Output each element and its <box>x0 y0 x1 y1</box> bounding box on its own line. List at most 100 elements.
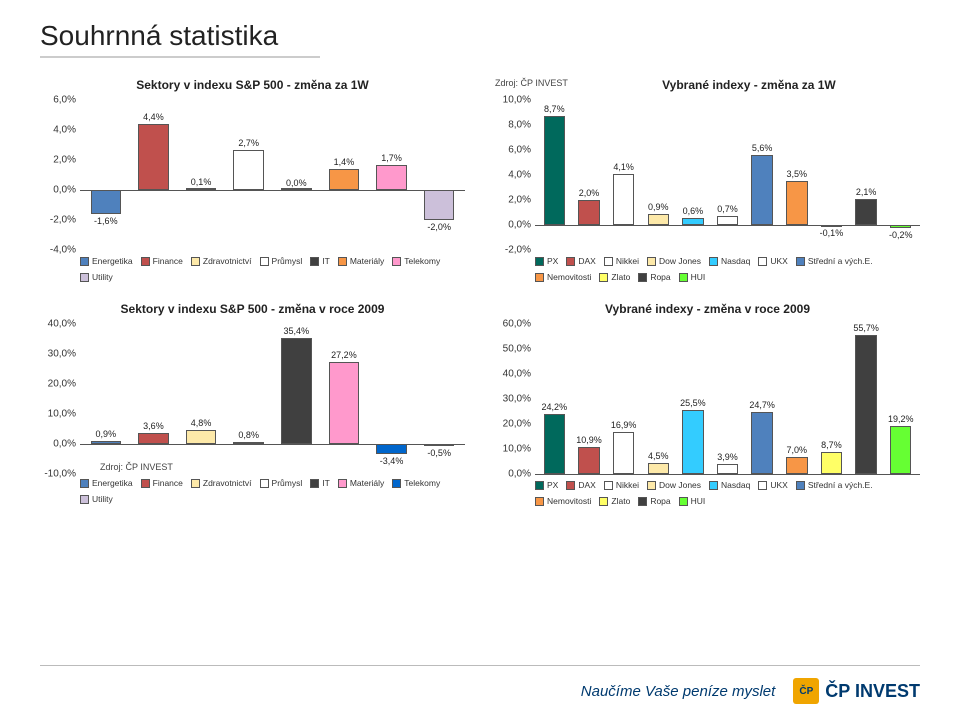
bar-value-label: 2,0% <box>579 188 600 198</box>
legend-swatch <box>310 479 319 488</box>
bar-value-label: 0,1% <box>191 177 212 187</box>
legend-item: Telekomy <box>392 256 440 266</box>
y-tick-label: 4,0% <box>508 170 531 181</box>
bar-slot: 1,4% <box>322 100 366 250</box>
legend-swatch <box>638 497 647 506</box>
bar-slot: -0,1% <box>816 100 847 250</box>
legend-item: UKX <box>758 256 787 266</box>
y-tick-label: 6,0% <box>508 145 531 156</box>
legend-item: Střední a vých.E. <box>796 256 873 266</box>
legend-item: Energetika <box>80 256 133 266</box>
legend-item: Materiály <box>338 478 384 488</box>
legend-item: Ropa <box>638 272 670 282</box>
legend-swatch <box>80 257 89 266</box>
bar <box>682 218 703 226</box>
legend-item: PX <box>535 480 558 490</box>
bar-slot: 0,0% <box>275 100 319 250</box>
bar <box>648 463 669 474</box>
legend-swatch <box>796 257 805 266</box>
chart1-legend: EnergetikaFinanceZdravotnictvíPrůmyslITM… <box>80 256 465 282</box>
bar <box>376 165 407 191</box>
bar <box>751 412 772 474</box>
y-tick-label: 30,0% <box>48 349 76 360</box>
legend-item: Průmysl <box>260 256 303 266</box>
bar-value-label: 8,7% <box>821 440 842 450</box>
y-tick-label: 8,0% <box>508 120 531 131</box>
bar-value-label: 4,1% <box>613 162 634 172</box>
legend-item: Zlato <box>599 272 630 282</box>
bar-value-label: 0,9% <box>96 429 117 439</box>
legend-label: Zlato <box>611 496 630 506</box>
legend-swatch <box>647 257 656 266</box>
legend-swatch <box>638 273 647 282</box>
chart1-plot: 6,0%4,0%2,0%0,0%-2,0%-4,0% -1,6%4,4%0,1%… <box>80 100 465 250</box>
bar <box>376 444 407 454</box>
legend-label: Průmysl <box>272 478 303 488</box>
legend-label: Finance <box>153 256 183 266</box>
legend-label: Materiály <box>350 478 384 488</box>
footer-divider <box>40 665 920 666</box>
legend-item: DAX <box>566 256 595 266</box>
y-tick-label: 40,0% <box>503 369 531 380</box>
legend-swatch <box>679 273 688 282</box>
bar-slot: 2,1% <box>851 100 882 250</box>
legend-swatch <box>260 257 269 266</box>
y-tick-label: 10,0% <box>48 409 76 420</box>
y-tick-label: 50,0% <box>503 344 531 355</box>
chart2: Zdroj: ČP INVEST Vybrané indexy - změna … <box>495 78 920 282</box>
bar-value-label: 35,4% <box>284 326 310 336</box>
legend-item: Nasdaq <box>709 480 750 490</box>
bar <box>329 169 360 190</box>
bar <box>890 426 911 474</box>
row-1: Sektory v indexu S&P 500 - změna za 1W 6… <box>40 78 920 282</box>
legend-label: Dow Jones <box>659 256 701 266</box>
chart4-legend: PXDAXNikkeiDow JonesNasdaqUKXStřední a v… <box>535 480 920 506</box>
bar-slot: 0,9% <box>84 324 128 474</box>
bar-value-label: 0,6% <box>683 206 704 216</box>
bar-value-label: 3,9% <box>717 452 738 462</box>
legend-swatch <box>141 479 150 488</box>
legend-swatch <box>392 479 401 488</box>
bar-slot: 24,2% <box>539 324 570 474</box>
legend-label: Průmysl <box>272 256 303 266</box>
legend-label: Střední a vých.E. <box>808 480 873 490</box>
bar-value-label: 10,9% <box>576 435 602 445</box>
legend-item: Telekomy <box>392 478 440 488</box>
legend-item: Nikkei <box>604 480 639 490</box>
legend-item: Nasdaq <box>709 256 750 266</box>
y-tick-label: 0,0% <box>53 439 76 450</box>
bar <box>786 457 807 475</box>
bar <box>613 174 634 225</box>
bar <box>855 199 876 225</box>
legend-item: Dow Jones <box>647 480 701 490</box>
chart1-title: Sektory v indexu S&P 500 - změna za 1W <box>40 78 465 92</box>
legend-label: Nikkei <box>616 480 639 490</box>
legend-swatch <box>566 481 575 490</box>
bar-value-label: 0,9% <box>648 202 669 212</box>
legend-swatch <box>260 479 269 488</box>
bar-value-label: 8,7% <box>544 104 565 114</box>
legend-item: Energetika <box>80 478 133 488</box>
legend-swatch <box>599 497 608 506</box>
bar-slot: 10,9% <box>574 324 605 474</box>
legend-label: Nemovitosti <box>547 496 591 506</box>
y-tick-label: 20,0% <box>503 419 531 430</box>
chart2-plot: 10,0%8,0%6,0%4,0%2,0%0,0%-2,0% 8,7%2,0%4… <box>535 100 920 250</box>
legend-swatch <box>338 479 347 488</box>
legend-swatch <box>535 273 544 282</box>
bar <box>544 116 565 225</box>
bar-value-label: 2,7% <box>238 138 259 148</box>
bar <box>751 155 772 225</box>
bar-value-label: 0,7% <box>717 204 738 214</box>
bar-slot: 2,0% <box>574 100 605 250</box>
legend-swatch <box>191 257 200 266</box>
legend-label: Utility <box>92 494 113 504</box>
legend-label: Zdravotnictví <box>203 256 252 266</box>
legend-label: Telekomy <box>404 256 440 266</box>
legend-swatch <box>599 273 608 282</box>
bar-value-label: 2,1% <box>856 187 877 197</box>
y-tick-label: 2,0% <box>508 195 531 206</box>
y-tick-label: 4,0% <box>53 125 76 136</box>
bar-slot: 16,9% <box>608 324 639 474</box>
bar-value-label: 5,6% <box>752 143 773 153</box>
